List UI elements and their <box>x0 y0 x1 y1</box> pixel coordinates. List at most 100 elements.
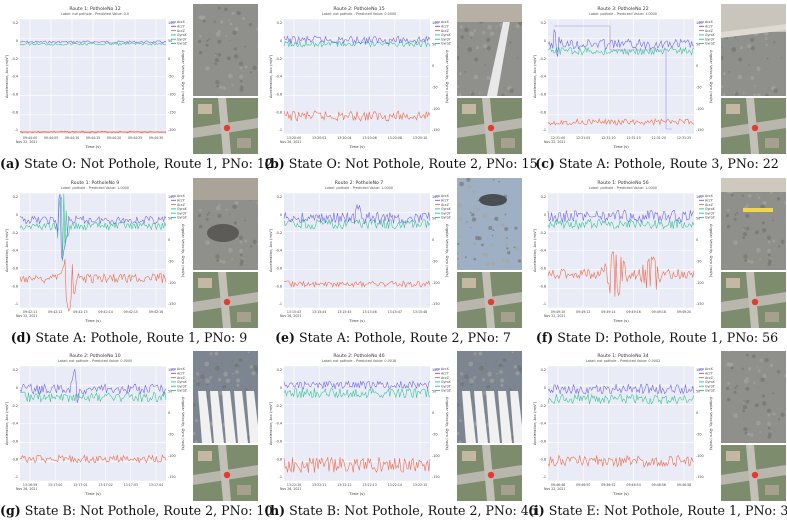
sensor-chart: Route 1: PotholeNo 12 Label: not pothole … <box>0 4 190 152</box>
x-tick-label: 09:46:48 <box>551 483 565 487</box>
panel-caption: (i) State E: Not Pothole, Route 1, PNo: … <box>528 503 787 518</box>
map-photo <box>721 445 786 501</box>
legend-entry: AccX <box>441 20 450 24</box>
date-label: Nov 26, 2021 <box>280 140 301 144</box>
date-label: Nov 22, 2021 <box>544 140 565 144</box>
x-tick-label: 09:46:50 <box>576 483 590 487</box>
legend-entry: AccY <box>177 25 185 29</box>
x-tick-label: 12:31:00 <box>551 136 565 140</box>
road-photo <box>721 4 786 96</box>
accx-line <box>547 393 695 405</box>
legend-entry: AccY <box>441 25 449 29</box>
y-tick-label: -0.6 <box>11 440 18 444</box>
y-tick-label: -0.6 <box>539 267 546 271</box>
road-photo <box>721 178 786 270</box>
y2-tick-label: 50 <box>432 217 436 221</box>
x-axis-label: Time (s) <box>84 144 101 149</box>
road-photo <box>193 351 258 443</box>
y2-tick-label: 0 <box>168 57 170 61</box>
legend-entry: GyroY <box>177 384 187 388</box>
sensor-chart: Route 2: PotholeNo 10 Label: not pothole … <box>0 351 190 499</box>
y-axis-label: Acceleration, Acc (m/s²) <box>533 401 537 445</box>
x-tick-label: 09:46:52 <box>601 483 615 487</box>
x-tick-label: 09:46:56 <box>652 483 666 487</box>
x-tick-label: 13:22:12 <box>337 483 351 487</box>
y-tick-label: -0.4 <box>11 422 18 426</box>
x-tick-label: 13:15:44 <box>312 310 326 314</box>
location-pin-icon <box>487 124 495 132</box>
map-photo <box>193 272 258 328</box>
y2-tick-label: -50 <box>168 75 174 79</box>
y2-tick-label: 100 <box>696 21 702 25</box>
legend-entry: AccZ <box>177 203 186 207</box>
y-tick-label: 0 <box>280 386 282 390</box>
accz-line <box>19 259 167 312</box>
legend-entry: GyroZ <box>177 389 188 393</box>
legend-entry: GyroZ <box>705 216 716 220</box>
legend-entry: AccX <box>705 20 714 24</box>
y2-tick-label: 100 <box>696 368 702 372</box>
sensor-chart: Route 1: PotholeNo 56 Label: pothole - Pr… <box>528 178 718 326</box>
y2-tick-label: 100 <box>432 21 438 25</box>
x-tick-label: 13:22:13 <box>362 483 376 487</box>
chart-title: Route 1: PotholeNo 9 <box>71 180 119 186</box>
chart-title: Route 3: PotholeNo 22 <box>597 6 648 12</box>
y-tick-label: -0.2 <box>11 231 18 235</box>
y2-axis-label: Angular Velocity, Gyro (rad/s) <box>445 224 449 278</box>
y2-tick-label: 0 <box>432 238 434 242</box>
y2-tick-label: -100 <box>168 281 176 285</box>
caption-tag: (b) <box>264 156 285 171</box>
x-tick-label: 09:49:12 <box>576 310 590 314</box>
legend-entry: AccZ <box>177 376 186 380</box>
date-label: Nov 26, 2021 <box>280 314 301 318</box>
chart-subtitle: Label: not pothole - Predicted Value: 0.… <box>58 359 133 363</box>
accx-line <box>283 387 431 399</box>
legend-entry: AccY <box>705 25 713 29</box>
location-pin-icon <box>751 471 759 479</box>
y2-tick-label: 100 <box>168 195 174 199</box>
figure-panel-i: Route 1: PotholeNo 34 Label: not pothole … <box>528 351 787 523</box>
location-pin-icon <box>487 298 495 306</box>
legend-entry: AccX <box>705 367 714 371</box>
legend-entry: AccY <box>177 372 185 376</box>
caption-tag: (g) <box>0 503 21 518</box>
map-photo <box>721 98 786 154</box>
date-label: Nov 26, 2021 <box>16 487 37 491</box>
location-pin-icon <box>751 124 759 132</box>
accz-line <box>283 456 431 473</box>
legend-entry: AccX <box>177 194 186 198</box>
y-tick-label: -1 <box>279 302 282 306</box>
x-tick-label: 12:31:15 <box>626 136 640 140</box>
road-photo <box>193 4 258 96</box>
x-tick-label: 13:22:10 <box>287 483 301 487</box>
y-axis-label: Acceleration, Acc (m/s²) <box>5 228 9 272</box>
caption-text: State A: Pothole, Route 2, PNo: 7 <box>295 330 511 345</box>
y2-tick-label: -150 <box>696 128 704 132</box>
y-axis-label: Acceleration, Acc (m/s²) <box>269 228 273 272</box>
y-tick-label: -0.4 <box>275 422 282 426</box>
y-tick-label: -1 <box>15 475 18 479</box>
chart-subtitle: Label: not pothole - Predicted Value: 0.… <box>586 359 661 363</box>
y2-tick-label: 50 <box>696 390 700 394</box>
x-tick-label: 09:46:58 <box>677 483 691 487</box>
y-tick-label: -0.2 <box>275 231 282 235</box>
legend-entry: AccY <box>705 372 713 376</box>
legend-entry: GyroY <box>441 37 451 41</box>
y-tick-label: 0 <box>544 39 546 43</box>
y-axis-label: Acceleration, Acc (m/s²) <box>533 228 537 272</box>
y-tick-label: -0.8 <box>539 284 546 288</box>
y2-tick-label: 0 <box>696 238 698 242</box>
y-tick-label: -0.8 <box>275 284 282 288</box>
map-photo <box>457 445 522 501</box>
y2-tick-label: -150 <box>696 475 704 479</box>
date-label: Nov 26, 2021 <box>280 487 301 491</box>
y2-axis-label: Angular Velocity, Gyro (rad/s) <box>709 50 713 104</box>
y-tick-label: 0.2 <box>277 21 282 25</box>
x-tick-label: 12:31:10 <box>601 136 615 140</box>
y-tick-label: -1 <box>279 128 282 132</box>
x-axis-label: Time (s) <box>348 318 365 323</box>
date-label: Nov 22, 2021 <box>544 314 565 318</box>
legend-entry: GyroY <box>177 37 187 41</box>
legend-entry: GyroX <box>441 33 452 37</box>
y-tick-label: -1 <box>543 302 546 306</box>
